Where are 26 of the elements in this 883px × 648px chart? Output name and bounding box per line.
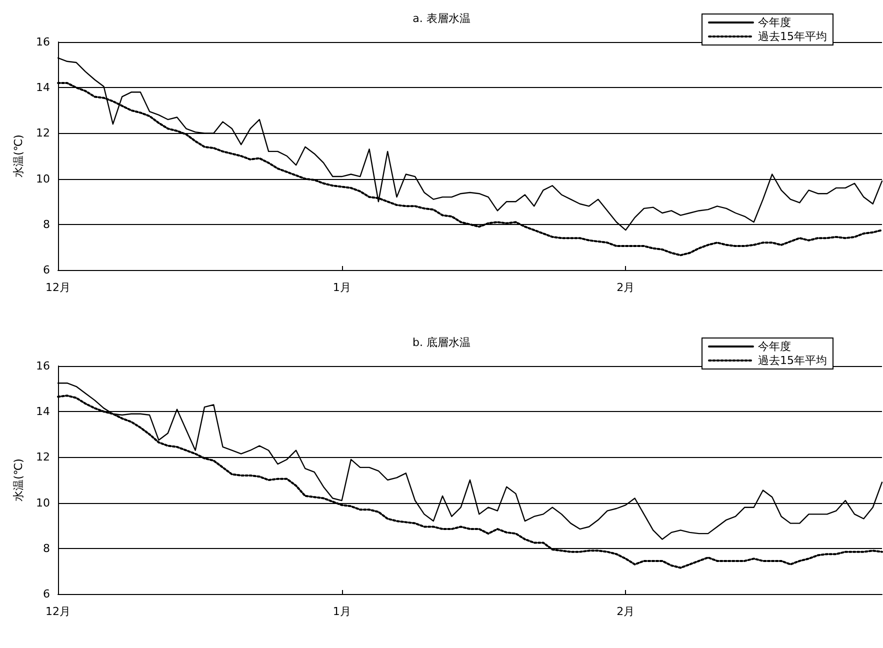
- y-axis-title: 水温(℃): [12, 134, 25, 178]
- y-tick-label: 14: [36, 81, 50, 94]
- x-tick-label: 2月: [616, 281, 635, 294]
- y-tick-label: 12: [36, 450, 50, 464]
- x-tick-label: 1月: [332, 605, 351, 618]
- y-tick-label: 8: [43, 542, 50, 555]
- x-tick-label: 2月: [616, 605, 635, 618]
- y-tick-label: 16: [36, 360, 50, 372]
- x-tick-label: 12月: [46, 281, 70, 294]
- legend-label: 今年度: [758, 340, 792, 353]
- legend-label: 過去15年平均: [758, 30, 828, 43]
- y-tick-label: 6: [43, 588, 50, 600]
- y-axis-title: 水温(℃): [12, 458, 25, 502]
- y-tick-label: 16: [36, 36, 50, 48]
- x-tick-label: 12月: [46, 605, 70, 618]
- y-tick-label: 14: [36, 405, 50, 418]
- chart-title: b. 底層水温: [412, 336, 470, 349]
- legend-label: 今年度: [758, 16, 792, 29]
- chart-title: a. 表層水温: [412, 12, 470, 25]
- y-tick-label: 10: [36, 496, 50, 510]
- y-tick-label: 10: [36, 172, 50, 186]
- x-tick-label: 1月: [332, 281, 351, 294]
- y-tick-label: 8: [43, 218, 50, 231]
- legend-label: 過去15年平均: [758, 354, 828, 367]
- y-tick-label: 6: [43, 264, 50, 276]
- y-tick-label: 12: [36, 126, 50, 140]
